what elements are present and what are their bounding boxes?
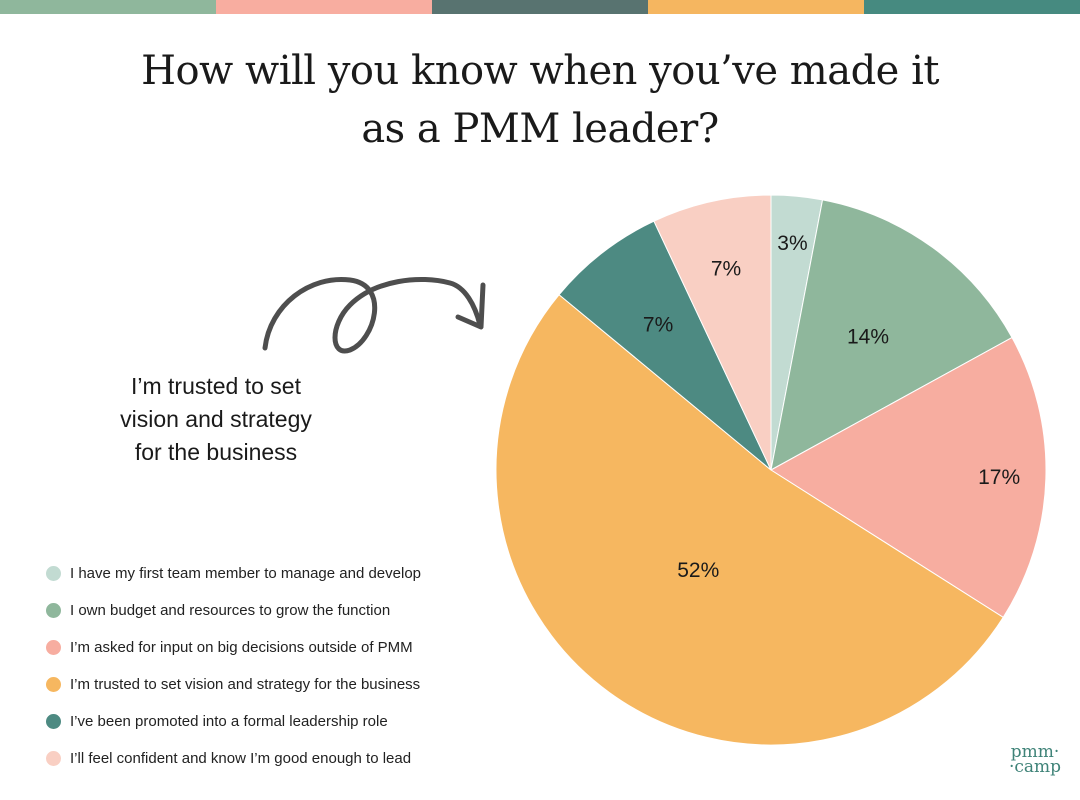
legend-label: I’ve been promoted into a formal leaders… [70, 713, 388, 730]
legend-item: I’ve been promoted into a formal leaders… [46, 703, 421, 740]
callout-annotation: I’m trusted to set vision and strategy f… [86, 370, 346, 469]
legend-item: I own budget and resources to grow the f… [46, 592, 421, 629]
pie-slice [770, 199, 1013, 471]
legend-swatch-icon [46, 603, 61, 618]
slice-label: 17% [978, 466, 1020, 489]
legend-label: I own budget and resources to grow the f… [70, 602, 391, 619]
slice-label: 7% [711, 258, 741, 281]
logo-line-1: pmm· [1010, 742, 1060, 762]
legend-label: I’m trusted to set vision and strategy f… [70, 676, 421, 693]
top-color-bar [0, 0, 1080, 14]
legend-swatch-icon [46, 640, 61, 655]
legend-label: I’m asked for input on big decisions out… [70, 639, 413, 656]
pie-slice [770, 336, 1047, 619]
annotation-line-3: for the business [134, 439, 298, 465]
chart-legend: I have my first team member to manage an… [46, 555, 421, 777]
pie-slice [558, 220, 772, 471]
logo-line-2: ·camp [1008, 757, 1062, 777]
slice-label: 3% [777, 232, 807, 255]
slice-label: 52% [677, 559, 719, 582]
legend-label: I have my first team member to manage an… [70, 565, 422, 582]
top-bar-segment [216, 0, 432, 14]
legend-item: I have my first team member to manage an… [46, 555, 421, 592]
legend-label: I’ll feel confident and know I’m good en… [70, 750, 412, 767]
pmm-camp-logo: pmm· ·camp [1003, 742, 1067, 777]
curly-arrow-icon [262, 276, 486, 354]
chart-title: How will you know when you’ve made it as… [0, 42, 1080, 158]
top-bar-segment [0, 0, 216, 14]
top-bar-segment [648, 0, 864, 14]
title-line-2: as a PMM leader? [361, 106, 719, 152]
annotation-line-1: I’m trusted to set [130, 373, 301, 399]
legend-item: I’m asked for input on big decisions out… [46, 629, 421, 666]
slice-label: 14% [847, 326, 889, 349]
top-bar-segment [432, 0, 648, 14]
legend-swatch-icon [46, 751, 61, 766]
legend-swatch-icon [46, 566, 61, 581]
pie-slice [653, 194, 772, 471]
legend-item: I’ll feel confident and know I’m good en… [46, 740, 421, 777]
pie-slice [495, 294, 1004, 746]
annotation-line-2: vision and strategy [120, 406, 312, 432]
legend-swatch-icon [46, 677, 61, 692]
slice-label: 7% [643, 313, 673, 336]
title-line-1: How will you know when you’ve made it [141, 48, 939, 94]
top-bar-segment [864, 0, 1080, 14]
legend-item: I’m trusted to set vision and strategy f… [46, 666, 421, 703]
legend-swatch-icon [46, 714, 61, 729]
